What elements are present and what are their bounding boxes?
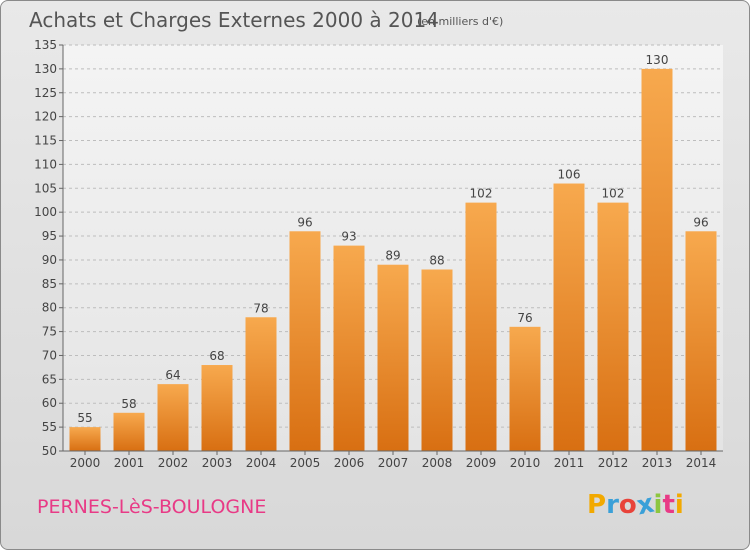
bar-2014 bbox=[685, 231, 717, 451]
logo-letter: o bbox=[618, 490, 637, 520]
y-tick-label: 115 bbox=[34, 134, 57, 148]
x-tick-label: 2013 bbox=[642, 456, 673, 470]
x-tick-label: 2006 bbox=[334, 456, 365, 470]
x-tick-label: 2002 bbox=[158, 456, 189, 470]
y-tick-label: 130 bbox=[34, 62, 57, 76]
y-tick-label: 90 bbox=[42, 253, 57, 267]
y-tick-label: 135 bbox=[34, 38, 57, 52]
logo-letter: t bbox=[662, 490, 675, 520]
bar-value-label: 76 bbox=[517, 311, 532, 325]
bar-2013 bbox=[641, 68, 673, 451]
bars-layer bbox=[69, 68, 717, 452]
bar-2012 bbox=[597, 202, 629, 451]
x-tick-label: 2000 bbox=[70, 456, 101, 470]
y-tick-label: 120 bbox=[34, 110, 57, 124]
x-tick-label: 2007 bbox=[378, 456, 409, 470]
y-tick-label: 100 bbox=[34, 205, 57, 219]
x-tick-label: 2010 bbox=[510, 456, 541, 470]
bar-value-label: 102 bbox=[470, 187, 493, 201]
y-tick-label: 70 bbox=[42, 348, 57, 362]
commune-name: PERNES-LèS-BOULOGNE bbox=[37, 496, 267, 518]
y-tick-label: 60 bbox=[42, 396, 57, 410]
bar-2004 bbox=[245, 317, 277, 451]
bar-2009 bbox=[465, 202, 497, 451]
x-tick-label: 2001 bbox=[114, 456, 145, 470]
bar-value-label: 88 bbox=[429, 253, 444, 267]
y-tick-label: 65 bbox=[42, 372, 57, 386]
logo-letter: P bbox=[587, 490, 607, 520]
bar-2010 bbox=[509, 326, 541, 451]
x-tick-label: 2008 bbox=[422, 456, 453, 470]
bar-value-label: 64 bbox=[165, 368, 180, 382]
y-tick-label: 80 bbox=[42, 301, 57, 315]
bar-2007 bbox=[377, 264, 409, 451]
bar-2001 bbox=[113, 412, 145, 451]
bar-value-label: 106 bbox=[558, 168, 581, 182]
bar-value-label: 89 bbox=[385, 249, 400, 263]
chart-subtitle: (en milliers d'€) bbox=[417, 15, 504, 28]
bar-value-label: 68 bbox=[209, 349, 224, 363]
bar-value-label: 78 bbox=[253, 301, 268, 315]
bar-2008 bbox=[421, 269, 453, 451]
axis-layer: 50 55 60 65 70 75 80 85 90 95 100 105 110 115 120 125 13… bbox=[34, 38, 723, 470]
bar-value-label: 96 bbox=[297, 215, 312, 229]
y-tick-label: 55 bbox=[42, 420, 57, 434]
chart-title: Achats et Charges Externes 2000 à 2014 bbox=[29, 8, 439, 32]
y-tick-label: 50 bbox=[42, 444, 57, 458]
bar-2011 bbox=[553, 183, 585, 452]
bar-2002 bbox=[157, 384, 189, 451]
bar-2006 bbox=[333, 245, 365, 451]
y-tick-label: 85 bbox=[42, 277, 57, 291]
y-tick-label: 95 bbox=[42, 229, 57, 243]
bar-value-label: 55 bbox=[77, 411, 92, 425]
x-tick-label: 2009 bbox=[466, 456, 497, 470]
y-tick-label: 110 bbox=[34, 157, 57, 171]
x-tick-label: 2014 bbox=[686, 456, 717, 470]
bar-value-label: 58 bbox=[121, 397, 136, 411]
labels-layer: 55 58 64 68 78 96 93 89 88 102 76 106 102 130 96 bbox=[77, 53, 708, 425]
y-tick-label: 125 bbox=[34, 86, 57, 100]
bar-2000 bbox=[69, 427, 101, 451]
x-tick-label: 2004 bbox=[246, 456, 277, 470]
bar-2005 bbox=[289, 231, 321, 451]
logo-letter: r bbox=[606, 490, 619, 520]
y-tick-label: 105 bbox=[34, 181, 57, 195]
bar-value-label: 130 bbox=[646, 53, 669, 67]
x-tick-label: 2003 bbox=[202, 456, 233, 470]
logo-letter: i bbox=[674, 490, 684, 520]
bar-value-label: 96 bbox=[693, 215, 708, 229]
x-tick-label: 2012 bbox=[598, 456, 629, 470]
bar-value-label: 93 bbox=[341, 230, 356, 244]
x-tick-label: 2011 bbox=[554, 456, 585, 470]
bar-value-label: 102 bbox=[602, 187, 625, 201]
proxiti-logo: Proxiti bbox=[587, 489, 684, 522]
y-tick-label: 75 bbox=[42, 325, 57, 339]
x-tick-label: 2005 bbox=[290, 456, 321, 470]
logo-letter: i bbox=[653, 490, 663, 520]
bar-2003 bbox=[201, 365, 233, 451]
